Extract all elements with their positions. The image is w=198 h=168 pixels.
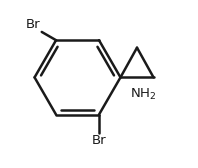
Text: Br: Br xyxy=(26,18,40,31)
Text: Br: Br xyxy=(92,134,106,147)
Text: NH$_2$: NH$_2$ xyxy=(129,87,156,102)
